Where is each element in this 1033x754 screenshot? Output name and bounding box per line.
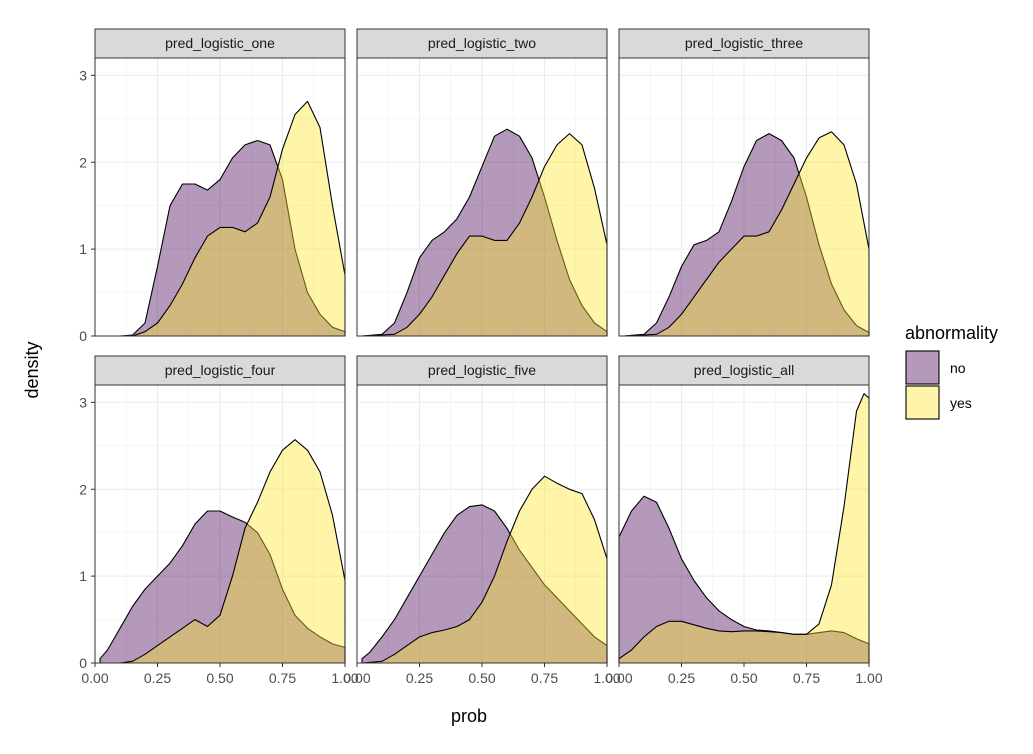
legend-label-no: no [950,360,966,376]
legend-title: abnormality [905,323,998,343]
strip-label: pred_logistic_five [428,362,536,378]
density-area-yes [99,439,346,664]
density-area-yes [618,393,870,664]
x-tick-label: 0.50 [730,670,757,686]
density-area-yes [361,133,608,337]
y-tick-label: 3 [79,67,87,83]
strip-pred_logistic_three [618,28,870,59]
y-tick-label: 0 [79,655,87,671]
x-tick-label: 0.75 [531,670,558,686]
density-area-yes [361,475,608,664]
panel-pred_logistic_all: pred_logistic_all 0.00 0.25 0.50 0.75 1.00 [605,355,883,686]
x-tick-label: 0.25 [144,670,171,686]
density-area-yes [99,100,346,337]
x-axis-title: prob [451,706,487,726]
density-area-no [99,510,346,664]
x-tick-label: 1.00 [331,670,358,686]
panel-pred_logistic_one: pred_logistic_one 0 1 2 3 [79,28,346,344]
y-tick-label: 0 [79,328,87,344]
strip-label: pred_logistic_two [428,35,536,51]
x-tick-label: 0.00 [81,670,108,686]
strip-pred_logistic_all [618,355,870,386]
density-area-no [99,139,346,337]
y-axis-title: density [22,341,42,398]
panel-pred_logistic_two: pred_logistic_two [356,28,608,337]
strip-pred_logistic_two [356,28,608,59]
x-tick-label: 0.50 [206,670,233,686]
strip-label: pred_logistic_three [685,35,804,51]
legend-key-yes [905,385,940,420]
x-tick-label: 0.50 [468,670,495,686]
x-tick-label: 1.00 [593,670,620,686]
x-tick-label: 0.75 [793,670,820,686]
x-tick-label: 0.00 [343,670,370,686]
y-tick-label: 3 [79,394,87,410]
y-tick-label: 2 [79,154,87,170]
density-area-yes [623,131,870,337]
strip-label: pred_logistic_four [165,362,276,378]
y-tick-label: 1 [79,241,87,257]
density-area-no [623,133,870,337]
density-area-no [361,128,608,337]
legend: abnormality no yes [905,323,998,420]
x-tick-label: 0.00 [605,670,632,686]
x-tick-label: 0.75 [269,670,296,686]
strip-label: pred_logistic_one [165,35,275,51]
legend-label-yes: yes [950,395,972,411]
x-tick-label: 0.25 [406,670,433,686]
strip-label: pred_logistic_all [694,362,794,378]
y-tick-label: 1 [79,568,87,584]
panel-border [618,57,870,337]
panel-pred_logistic_four: pred_logistic_four 0 1 2 3 0.00 0.25 0.50 0.75 1.… [79,355,359,686]
panel-pred_logistic_three: pred_logistic_three [618,28,870,337]
panel-border [356,57,608,337]
density-area-no [361,504,608,664]
x-tick-label: 0.25 [668,670,695,686]
x-tick-label: 1.00 [855,670,882,686]
panel-pred_logistic_five: pred_logistic_five 0.00 0.25 0.50 0.75 1.00 [343,355,621,686]
panel-border [94,57,346,337]
strip-pred_logistic_one [94,28,346,59]
legend-key-no [905,350,940,385]
y-tick-label: 2 [79,481,87,497]
